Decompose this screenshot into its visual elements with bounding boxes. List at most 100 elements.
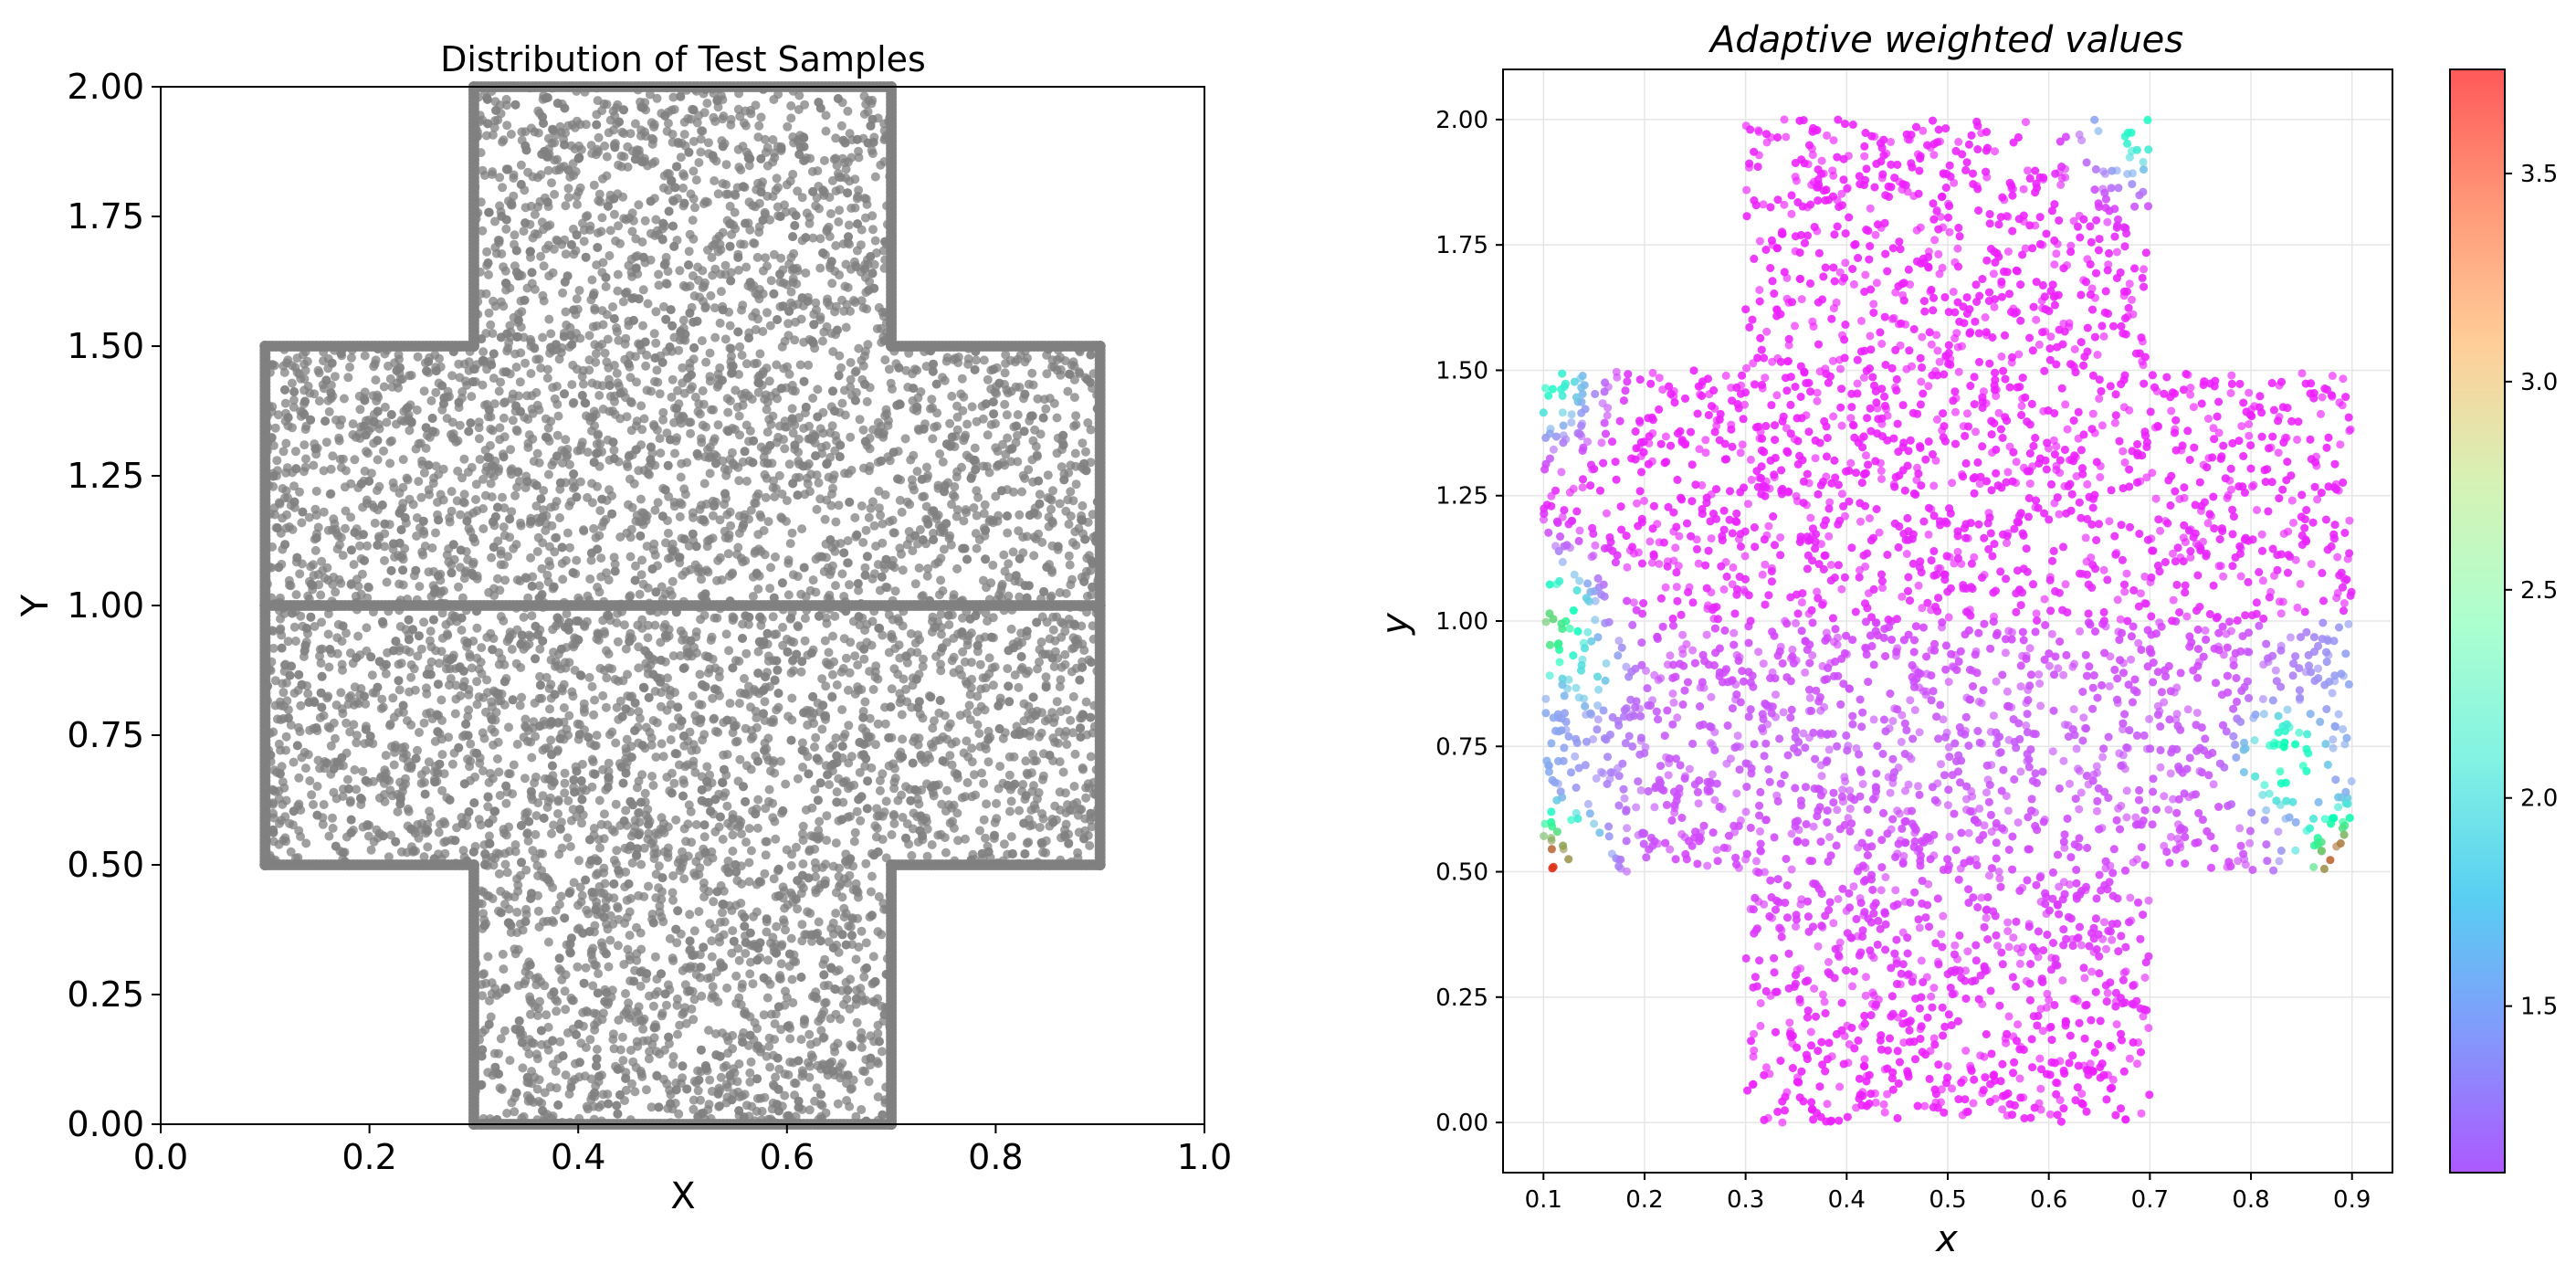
- left-sample-point: [644, 1054, 654, 1064]
- left-sample-point: [1068, 496, 1078, 506]
- left-sample-point: [415, 582, 425, 592]
- left-sample-point: [783, 362, 793, 372]
- left-sample-point: [458, 846, 468, 856]
- left-chart: Distribution of Test Samples 0.0 0.2 0.4 0.…: [15, 39, 1232, 1217]
- left-sample-point: [309, 800, 318, 809]
- left-sample-point: [720, 334, 731, 344]
- left-sample-point: [512, 482, 522, 492]
- left-sample-point: [474, 664, 484, 674]
- left-sample-point: [494, 386, 504, 396]
- left-sample-point: [616, 151, 626, 161]
- left-sample-point: [345, 363, 354, 372]
- left-sample-point: [552, 430, 563, 440]
- left-sample-point: [721, 1060, 731, 1070]
- left-sample-point: [556, 891, 566, 901]
- left-sample-point: [602, 673, 612, 683]
- left-sample-point: [289, 622, 300, 632]
- left-sample-point: [726, 521, 736, 531]
- left-sample-point: [352, 738, 362, 748]
- left-sample-point: [484, 308, 494, 318]
- left-sample-point: [873, 1028, 883, 1038]
- left-sample-point: [780, 200, 789, 210]
- left-sample-point: [589, 710, 599, 720]
- left-sample-point: [534, 581, 544, 591]
- left-sample-point: [754, 121, 764, 131]
- left-sample-point: [889, 763, 899, 774]
- left-sample-point: [1007, 848, 1017, 858]
- left-sample-point: [868, 425, 878, 435]
- left-sample-point: [857, 723, 867, 733]
- left-sample-point: [914, 799, 924, 809]
- left-sample-point: [952, 563, 962, 574]
- left-sample-point: [841, 653, 851, 663]
- left-sample-point: [636, 401, 647, 411]
- left-sample-point: [843, 106, 853, 116]
- left-sample-point: [781, 779, 791, 789]
- left-sample-point: [706, 290, 716, 300]
- left-sample-point: [764, 1033, 774, 1043]
- left-sample-point: [604, 962, 614, 972]
- left-sample-point: [423, 842, 433, 852]
- left-sample-point: [379, 382, 389, 392]
- left-sample-point: [1078, 764, 1088, 774]
- left-sample-point: [509, 543, 519, 553]
- left-sample-point: [553, 411, 563, 421]
- left-sample-point: [725, 201, 735, 211]
- left-sample-point: [766, 563, 775, 573]
- left-sample-point: [573, 962, 583, 972]
- left-sample-point: [759, 526, 769, 535]
- left-sample-point: [1034, 788, 1044, 797]
- left-sample-point: [697, 437, 707, 447]
- left-sample-point: [526, 791, 536, 801]
- left-sample-point: [587, 378, 597, 388]
- left-sample-point: [323, 629, 333, 639]
- left-sample-point: [669, 778, 679, 788]
- left-sample-point: [398, 455, 408, 465]
- left-sample-point: [328, 813, 337, 823]
- left-sample-point: [825, 743, 835, 753]
- left-sample-point: [357, 569, 367, 579]
- left-sample-point: [778, 622, 788, 632]
- left-sample-point: [498, 949, 508, 959]
- left-sample-point: [752, 823, 762, 833]
- left-sample-point: [563, 731, 573, 740]
- left-sample-point: [766, 419, 776, 429]
- left-sample-point: [849, 837, 859, 847]
- left-sample-point: [1036, 728, 1046, 738]
- left-sample-point: [478, 728, 488, 738]
- left-sample-point: [1086, 752, 1096, 762]
- left-sample-point: [418, 526, 428, 536]
- left-sample-point: [957, 793, 967, 803]
- left-sample-point: [385, 720, 395, 729]
- left-sample-point: [300, 425, 310, 435]
- left-sample-point: [1003, 433, 1013, 443]
- left-sample-point: [654, 861, 664, 871]
- left-sample-point: [310, 389, 320, 399]
- left-sample-point: [294, 826, 304, 836]
- left-sample-point: [676, 153, 686, 163]
- left-sample-point: [741, 1100, 752, 1111]
- left-sample-point: [285, 818, 294, 828]
- left-sample-point: [709, 437, 719, 447]
- left-sample-point: [673, 1029, 682, 1039]
- left-sample-point: [625, 474, 635, 484]
- left-sample-point: [567, 380, 577, 390]
- left-sample-point: [510, 230, 520, 240]
- left-sample-point: [735, 754, 745, 764]
- left-sample-point: [984, 653, 994, 663]
- left-sample-point: [358, 766, 368, 776]
- left-sample-point: [668, 374, 678, 384]
- left-sample-point: [499, 825, 509, 835]
- left-sample-point: [529, 1098, 539, 1107]
- left-sample-point: [621, 805, 631, 816]
- left-sample-point: [1041, 672, 1051, 682]
- left-sample-point: [769, 249, 779, 259]
- left-sample-point: [663, 528, 673, 538]
- left-sample-point: [1035, 490, 1045, 500]
- left-sample-point: [787, 974, 797, 984]
- left-sample-point: [1047, 355, 1057, 365]
- left-sample-point: [595, 843, 605, 853]
- left-sample-point: [651, 338, 661, 348]
- left-sample-point: [952, 472, 962, 482]
- left-sample-point: [761, 837, 771, 847]
